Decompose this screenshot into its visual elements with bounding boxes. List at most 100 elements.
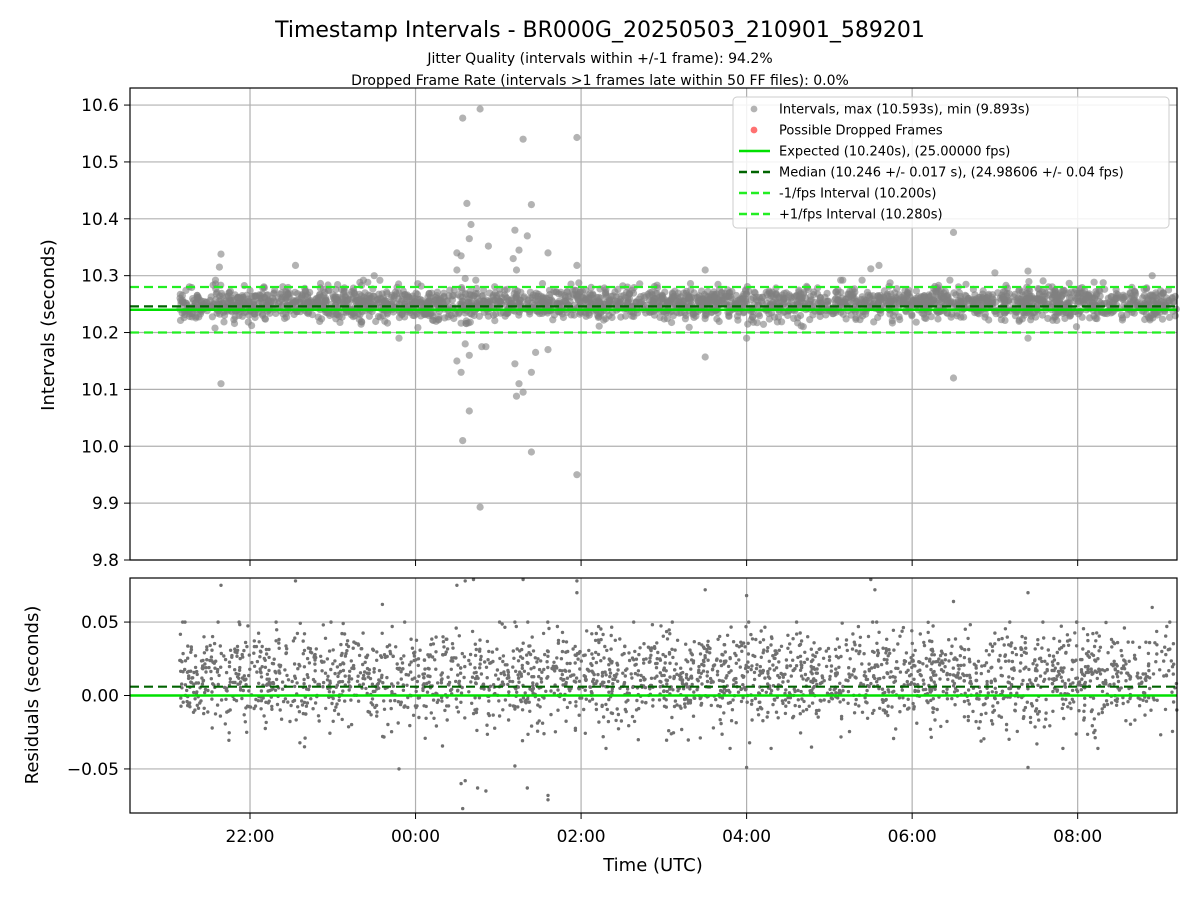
residual-point: [988, 642, 993, 646]
residual-point: [876, 677, 880, 681]
residual-point: [1051, 654, 1056, 658]
interval-point: [1071, 297, 1079, 305]
residual-point: [967, 657, 972, 661]
residual-point: [596, 672, 600, 677]
residual-point: [601, 680, 605, 684]
interval-point: [1027, 316, 1035, 324]
residual-point: [756, 713, 761, 717]
interval-point: [704, 287, 712, 296]
interval-point: [1157, 291, 1165, 299]
residual-point: [689, 667, 693, 671]
residual-point: [487, 699, 491, 703]
residual-point: [500, 622, 504, 626]
residual-point: [1155, 698, 1159, 702]
residual-point: [233, 668, 237, 672]
residual-point: [277, 641, 281, 645]
residual-point: [443, 708, 447, 713]
residual-point: [737, 645, 741, 649]
x-tick-label: 04:00: [722, 827, 771, 847]
residual-point: [764, 690, 768, 694]
residual-point: [787, 691, 792, 695]
residual-point: [409, 670, 413, 674]
residual-point: [1024, 665, 1028, 669]
residual-point: [607, 663, 611, 667]
interval-point: [832, 294, 840, 303]
residual-point: [859, 681, 863, 685]
residual-point: [820, 676, 825, 680]
interval-point: [1149, 314, 1157, 322]
residual-point: [665, 637, 670, 641]
residual-point: [459, 700, 463, 704]
residual-point: [627, 658, 632, 663]
residual-point: [990, 690, 994, 694]
residual-point: [441, 640, 446, 644]
residual-point: [1023, 641, 1027, 645]
residual-point: [491, 713, 495, 717]
interval-point: [775, 293, 783, 301]
interval-point: [583, 293, 591, 301]
residual-point: [278, 708, 282, 712]
residual-point: [871, 620, 875, 624]
residual-point: [1056, 661, 1060, 666]
interval-point: [182, 286, 190, 294]
residual-point: [507, 675, 511, 680]
residual-point: [625, 667, 629, 671]
residual-point: [828, 687, 832, 692]
residual-point: [684, 672, 689, 677]
residual-point: [878, 706, 882, 710]
residual-point: [1037, 657, 1042, 661]
residual-point: [531, 686, 535, 690]
residual-point: [434, 667, 438, 671]
residual-point: [327, 690, 332, 694]
residual-point: [573, 728, 578, 732]
residual-point: [321, 623, 325, 627]
residual-point: [296, 667, 300, 671]
interval-point: [211, 324, 219, 332]
residual-point: [546, 649, 550, 654]
residual-point: [1033, 658, 1037, 662]
interval-point: [354, 297, 362, 305]
residual-point: [478, 666, 482, 670]
residual-point: [839, 717, 844, 721]
residual-point: [414, 689, 418, 694]
residual-point: [691, 661, 696, 665]
residual-point: [601, 632, 605, 637]
residual-point: [311, 677, 316, 682]
residual-point: [968, 623, 972, 627]
residual-point: [590, 632, 594, 636]
residual-point: [1144, 640, 1148, 644]
residual-point: [295, 681, 299, 685]
residual-point: [809, 745, 814, 749]
residual-point: [1019, 661, 1023, 665]
residual-point: [728, 690, 732, 694]
residual-point: [572, 673, 576, 677]
interval-point: [930, 296, 938, 304]
residual-point: [623, 674, 627, 678]
residual-point: [1101, 680, 1105, 685]
residual-point: [302, 682, 306, 686]
residual-point: [334, 705, 338, 709]
residual-point: [459, 666, 463, 670]
residual-point: [1042, 636, 1046, 640]
residual-point: [531, 681, 535, 685]
residual-point: [398, 702, 403, 707]
residual-point: [1170, 729, 1175, 734]
residual-point: [1096, 746, 1100, 751]
residual-point: [688, 648, 692, 652]
interval-point: [193, 291, 201, 299]
residual-point: [227, 660, 232, 664]
residual-point: [331, 648, 335, 652]
residual-point: [747, 620, 751, 624]
residual-point: [1015, 729, 1019, 734]
interval-point: [883, 290, 891, 298]
interval-point: [234, 293, 242, 301]
residual-point: [1148, 676, 1152, 680]
residual-point: [999, 666, 1003, 670]
residual-point: [1036, 642, 1040, 647]
residual-point: [219, 651, 223, 656]
residual-point: [516, 676, 521, 680]
residual-point: [383, 655, 387, 660]
residual-point: [389, 706, 393, 711]
residual-point: [555, 656, 559, 660]
residual-point: [288, 719, 292, 724]
